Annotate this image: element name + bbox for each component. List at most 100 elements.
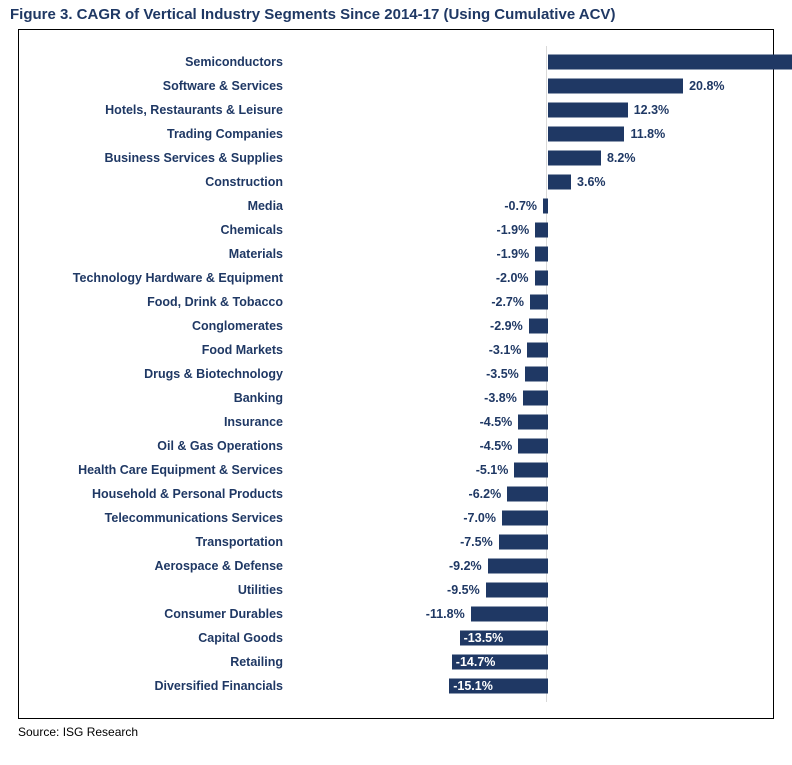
chart-row: Household & Personal Products -6.2% — [49, 482, 743, 506]
value-label: 8.2% — [607, 151, 636, 165]
bar-area: -2.9% — [287, 314, 743, 338]
value-label: -5.1% — [476, 463, 509, 477]
chart-row: Materials -1.9% — [49, 242, 743, 266]
bar-area: -7.0% — [287, 506, 743, 530]
bar-area: 8.2% — [287, 146, 743, 170]
bar — [535, 223, 547, 238]
bar-area: -2.7% — [287, 290, 743, 314]
figure-container: Figure 3. CAGR of Vertical Industry Segm… — [0, 0, 792, 765]
chart-row: Food Markets-3.1% — [49, 338, 743, 362]
category-label: Retailing — [49, 655, 287, 669]
bar — [518, 415, 547, 430]
bar-area: -15.1% — [287, 674, 743, 698]
chart-row: Media -0.7% — [49, 194, 743, 218]
chart-row: Capital Goods -13.5% — [49, 626, 743, 650]
bar — [525, 367, 548, 382]
bar-area: -1.9% — [287, 242, 743, 266]
chart-row: Construction 3.6% — [49, 170, 743, 194]
value-label: -9.5% — [447, 583, 480, 597]
bar — [529, 319, 548, 334]
category-label: Chemicals — [49, 223, 287, 237]
chart-row: Chemicals -1.9% — [49, 218, 743, 242]
value-label: -3.8% — [484, 391, 517, 405]
category-label: Media — [49, 199, 287, 213]
value-label: -0.7% — [504, 199, 537, 213]
category-label: Trading Companies — [49, 127, 287, 141]
category-label: Capital Goods — [49, 631, 287, 645]
chart-row: Conglomerates-2.9% — [49, 314, 743, 338]
category-label: Food Markets — [49, 343, 287, 357]
category-label: Household & Personal Products — [49, 487, 287, 501]
chart-row: Utilities-9.5% — [49, 578, 743, 602]
chart-row: Aerospace & Defense-9.2% — [49, 554, 743, 578]
category-label: Technology Hardware & Equipment — [49, 271, 287, 285]
category-label: Insurance — [49, 415, 287, 429]
value-label: -6.2% — [469, 487, 502, 501]
bar — [548, 103, 628, 118]
chart-row: Transportation -7.5% — [49, 530, 743, 554]
category-label: Transportation — [49, 535, 287, 549]
category-label: Construction — [49, 175, 287, 189]
value-label: 3.6% — [577, 175, 606, 189]
bar-area: -9.5% — [287, 578, 743, 602]
bar-area: -1.9% — [287, 218, 743, 242]
value-label: -7.0% — [463, 511, 496, 525]
bar — [548, 127, 625, 142]
chart-row: Business Services & Supplies 8.2% — [49, 146, 743, 170]
value-label: -14.7% — [456, 655, 496, 669]
value-label: -4.5% — [480, 415, 513, 429]
chart-row: Hotels, Restaurants & Leisure12.3% — [49, 98, 743, 122]
bar-area: -6.2% — [287, 482, 743, 506]
chart-row: Insurance -4.5% — [49, 410, 743, 434]
value-label: -13.5% — [464, 631, 504, 645]
category-label: Drugs & Biotechnology — [49, 367, 287, 381]
bar — [535, 271, 548, 286]
bar — [507, 487, 547, 502]
chart-box: Semiconductors47.9%Software & Services20… — [18, 29, 774, 719]
category-label: Semiconductors — [49, 55, 287, 69]
bar — [488, 559, 548, 574]
chart-row: Consumer Durables-11.8% — [49, 602, 743, 626]
value-label: -2.7% — [491, 295, 524, 309]
value-label: -2.0% — [496, 271, 529, 285]
value-label: 12.3% — [634, 103, 669, 117]
bar — [543, 199, 548, 214]
value-label: -2.9% — [490, 319, 523, 333]
category-label: Banking — [49, 391, 287, 405]
chart-row: Food, Drink & Tobacco -2.7% — [49, 290, 743, 314]
category-label: Business Services & Supplies — [49, 151, 287, 165]
bar-area: -7.5% — [287, 530, 743, 554]
bar — [548, 151, 601, 166]
chart-row: Technology Hardware & Equipment -2.0% — [49, 266, 743, 290]
chart-row: Software & Services20.8% — [49, 74, 743, 98]
category-label: Food, Drink & Tobacco — [49, 295, 287, 309]
bar-area: -14.7% — [287, 650, 743, 674]
bar — [523, 391, 548, 406]
category-label: Software & Services — [49, 79, 287, 93]
value-label: -7.5% — [460, 535, 493, 549]
bar — [527, 343, 547, 358]
value-label: -1.9% — [497, 247, 530, 261]
bar-area: 3.6% — [287, 170, 743, 194]
value-label: -1.9% — [497, 223, 530, 237]
chart-row: Diversified Financials-15.1% — [49, 674, 743, 698]
value-label: -3.5% — [486, 367, 519, 381]
bar — [518, 439, 547, 454]
bar — [535, 247, 547, 262]
bar — [471, 607, 548, 622]
category-label: Materials — [49, 247, 287, 261]
bar-area: -5.1% — [287, 458, 743, 482]
chart-row: Drugs & Biotechnology -3.5% — [49, 362, 743, 386]
bar — [548, 79, 683, 94]
bar — [499, 535, 548, 550]
bar-area: 12.3% — [287, 98, 743, 122]
bar-area: -0.7% — [287, 194, 743, 218]
chart-row: Health Care Equipment & Services-5.1% — [49, 458, 743, 482]
category-label: Consumer Durables — [49, 607, 287, 621]
bar-area: -13.5% — [287, 626, 743, 650]
bar-area: -9.2% — [287, 554, 743, 578]
bar — [530, 295, 548, 310]
bar — [514, 463, 547, 478]
chart-row: Retailing -14.7% — [49, 650, 743, 674]
bar-area: -3.8% — [287, 386, 743, 410]
